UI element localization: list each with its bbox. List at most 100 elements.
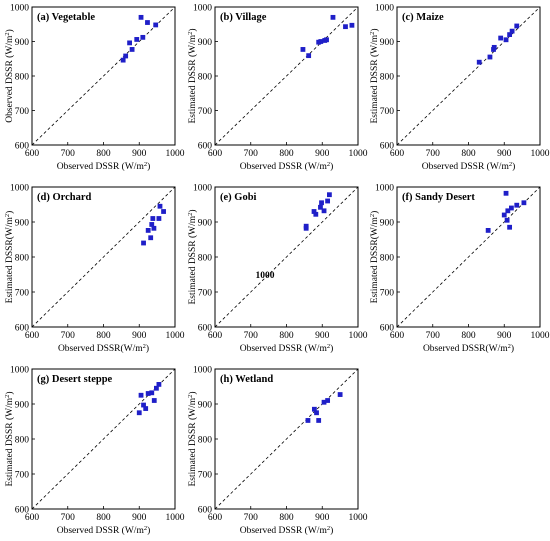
x-tick-label: 800 (96, 149, 111, 159)
x-tick-label: 800 (279, 513, 294, 523)
data-point (503, 190, 509, 196)
y-tick-label: 600 (198, 324, 213, 334)
data-point (145, 391, 151, 396)
x-tick-label: 600 (208, 513, 223, 523)
y-tick-label: 900 (198, 219, 213, 229)
x-tick-label: 900 (497, 149, 512, 159)
x-axis-label: Observed DSSR (W/m2) (57, 525, 151, 537)
panel-title: (e) Gobi (220, 192, 257, 203)
data-point (305, 418, 311, 423)
y-axis-label: Estimated DSSR (W/m2) (187, 209, 199, 304)
panel-title: (d) Orchard (37, 192, 92, 203)
panel-annotation: 1000 (256, 271, 275, 281)
y-tick-label: 700 (198, 289, 213, 299)
data-point (501, 212, 507, 218)
data-point (153, 22, 159, 28)
data-point (321, 399, 327, 405)
x-tick-label: 1000 (349, 149, 368, 159)
x-axis-label: Observed DSSR (W/m2) (422, 161, 516, 173)
x-tick-label: 800 (96, 331, 111, 341)
x-tick-label: 800 (96, 513, 111, 523)
data-point (318, 39, 324, 44)
x-axis-label: Observed DSSR (W/m2) (57, 161, 151, 173)
x-tick-label: 1000 (349, 513, 368, 523)
y-axis-label: Estimated DSSR(W/m2) (369, 211, 381, 304)
x-tick-label: 700 (426, 331, 441, 341)
panel-6: 600 700 800 900 1000 600 700 800 900 1000 (f) Sand… (369, 184, 550, 355)
y-tick-label: 600 (15, 506, 30, 516)
panel-3: 600 700 800 900 1000 600 700 800 900 1000 (c) Maiz… (369, 4, 550, 173)
data-point (487, 54, 493, 60)
one-to-one-line (31, 368, 176, 510)
data-point (498, 35, 504, 41)
y-axis-label: Estimated DSSR (W/m2) (4, 391, 16, 486)
panel-title: (g) Desert steppe (37, 374, 113, 385)
y-axis-label: Estimated DSSR (W/m2) (187, 28, 199, 123)
panel-title: (b) Village (220, 12, 267, 23)
data-point (476, 59, 482, 65)
x-tick-label: 700 (61, 149, 76, 159)
one-to-one-line (31, 6, 176, 146)
y-tick-label: 600 (198, 142, 213, 152)
y-tick-label: 900 (380, 219, 395, 229)
y-axis-label: Observed DSSR (W/m2) (4, 29, 16, 123)
panel-title: (c) Maize (402, 12, 444, 23)
y-tick-label: 900 (15, 219, 30, 229)
y-tick-label: 700 (380, 289, 395, 299)
x-axis-label: Observed DSSR (W/m2) (240, 525, 334, 537)
data-point (311, 209, 317, 214)
data-point (149, 390, 155, 396)
data-point (161, 209, 166, 214)
data-point (337, 392, 343, 397)
x-tick-label: 700 (244, 149, 259, 159)
x-tick-label: 1000 (531, 149, 550, 159)
data-point (514, 202, 520, 208)
y-tick-label: 900 (15, 401, 30, 411)
y-tick-label: 900 (198, 401, 213, 411)
data-point (504, 217, 510, 223)
data-point (303, 223, 309, 229)
x-tick-label: 600 (25, 149, 40, 159)
y-tick-label: 600 (380, 142, 395, 152)
data-point (134, 37, 140, 42)
x-tick-label: 900 (315, 331, 330, 341)
panel-2: 600 700 800 900 1000 600 700 800 900 1000 (b) Vill… (187, 4, 368, 173)
data-point (491, 44, 497, 50)
y-tick-label: 700 (15, 471, 30, 481)
one-to-one-line (396, 6, 541, 146)
data-point (129, 47, 135, 52)
one-to-one-line (214, 368, 359, 510)
data-point (316, 418, 322, 423)
y-tick-label: 800 (380, 73, 395, 83)
data-point (318, 204, 323, 210)
data-point (503, 37, 509, 43)
y-tick-label: 600 (15, 324, 30, 334)
data-point (509, 205, 514, 211)
x-tick-label: 1000 (531, 331, 550, 341)
one-to-one-line (31, 186, 176, 328)
data-point (143, 406, 149, 411)
x-tick-label: 600 (25, 513, 40, 523)
data-point (521, 200, 527, 206)
y-tick-label: 1000 (193, 4, 212, 14)
y-tick-label: 700 (15, 107, 30, 117)
x-tick-label: 900 (132, 149, 147, 159)
data-point (156, 216, 162, 221)
data-point (120, 57, 126, 63)
y-tick-label: 1000 (375, 4, 394, 14)
data-point (138, 392, 144, 398)
x-tick-label: 600 (208, 331, 223, 341)
one-to-one-line (214, 6, 359, 146)
data-point (140, 34, 146, 40)
x-tick-label: 600 (208, 149, 223, 159)
y-tick-label: 800 (15, 73, 30, 83)
data-point (145, 228, 151, 233)
x-tick-label: 700 (61, 513, 76, 523)
x-tick-label: 1000 (166, 331, 185, 341)
data-point (327, 192, 332, 198)
y-tick-label: 700 (380, 107, 395, 117)
data-point (151, 225, 157, 231)
y-tick-label: 1000 (10, 184, 29, 194)
data-point (127, 40, 132, 46)
